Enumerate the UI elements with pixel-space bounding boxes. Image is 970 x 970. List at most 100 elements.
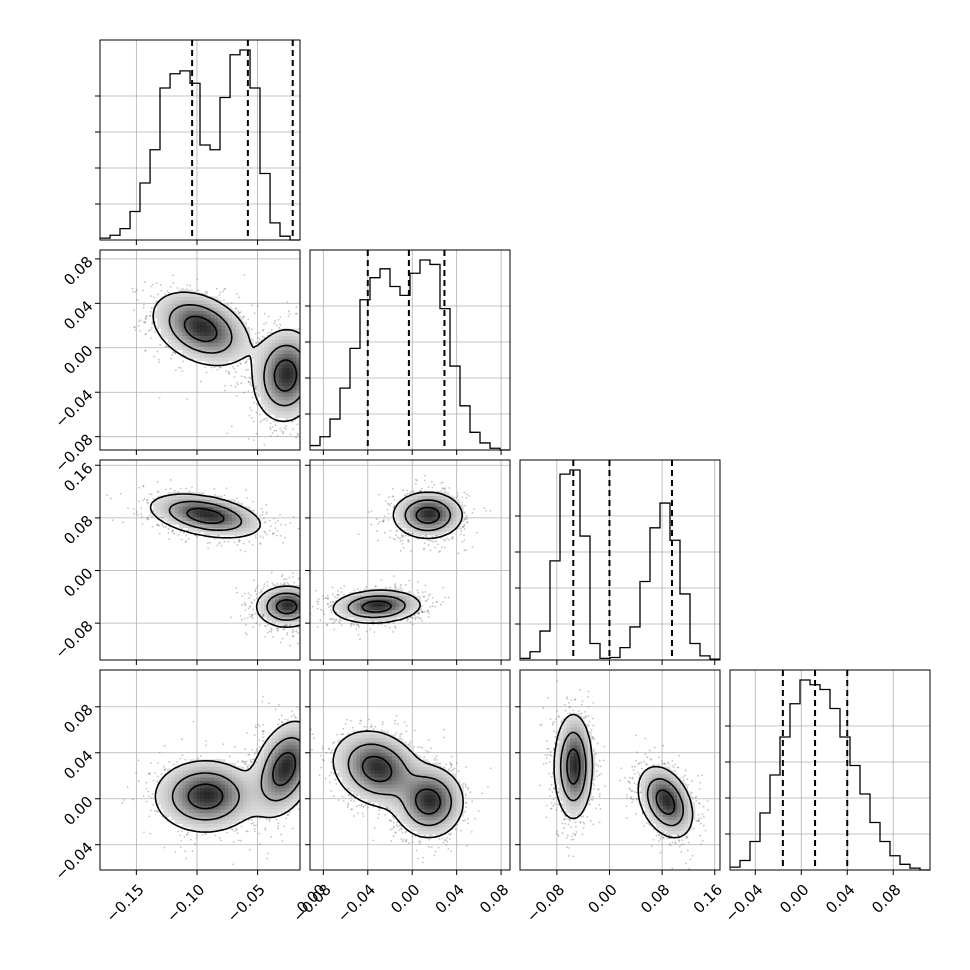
sample-point (223, 389, 226, 392)
sample-point (244, 550, 247, 553)
density-cell (271, 392, 276, 397)
density-cell (242, 328, 247, 333)
sample-point (181, 370, 184, 373)
sample-point (145, 517, 148, 520)
sample-point (272, 584, 275, 586)
density-cell (267, 613, 272, 618)
sample-point (156, 480, 159, 483)
density-cell (260, 396, 265, 401)
sample-point (270, 627, 273, 630)
density-cell (200, 332, 204, 337)
density-cell (271, 346, 276, 351)
sample-point (153, 331, 156, 333)
density-cell (210, 360, 215, 365)
sample-point (306, 600, 308, 602)
density-cell (185, 506, 190, 511)
density-cell (192, 346, 197, 351)
density-cell (189, 527, 194, 532)
density-cell (275, 392, 279, 397)
sample-point (138, 500, 140, 503)
density-cell (225, 342, 229, 347)
sample-point (423, 548, 425, 551)
density-cell (285, 360, 290, 365)
sample-point (461, 496, 464, 499)
density-cell (200, 328, 204, 333)
density-cell (228, 314, 233, 319)
density-cell (260, 346, 265, 351)
density-cell (296, 378, 300, 383)
sample-point (288, 576, 291, 579)
density-cell (217, 513, 222, 518)
density-cell (225, 517, 229, 522)
density-cell (275, 610, 279, 614)
sample-point (134, 290, 137, 293)
density-cell (225, 314, 229, 319)
density-cell (285, 610, 290, 614)
sample-point (142, 303, 145, 306)
sample-point (157, 490, 160, 493)
density-shading (153, 289, 300, 419)
sample-point (452, 536, 454, 538)
density-cell (217, 310, 222, 315)
density-cell (257, 367, 262, 372)
density-cell (235, 314, 240, 319)
density-cell (164, 510, 169, 514)
density-cell (271, 602, 276, 607)
density-cell (267, 360, 272, 365)
sample-point (152, 509, 154, 512)
sample-point (138, 486, 140, 489)
density-cell (267, 339, 272, 344)
sample-point (156, 523, 159, 526)
joint-panel-p1-p2 (310, 474, 492, 641)
density-cell (250, 524, 254, 529)
sample-point (228, 372, 231, 375)
density-cell (232, 350, 237, 354)
sample-point (308, 352, 310, 354)
sample-point (152, 497, 155, 500)
density-cell (167, 307, 172, 312)
panel-grid (95, 460, 300, 665)
density-cell (228, 353, 233, 358)
density-cell (217, 346, 222, 351)
density-cell (160, 300, 165, 304)
density-cell (171, 314, 176, 319)
sample-point (303, 611, 305, 613)
density-cell (153, 502, 158, 507)
sample-point (157, 524, 159, 527)
sample-point (461, 525, 464, 528)
sample-point (302, 365, 304, 367)
density-cell (196, 296, 201, 301)
sample-point (248, 376, 251, 379)
density-cell (221, 307, 226, 312)
density-cell (160, 510, 165, 514)
sample-point (421, 487, 423, 490)
sample-point (317, 355, 319, 357)
density-cell (196, 350, 201, 354)
sample-point (261, 511, 264, 514)
density-cell (257, 382, 262, 387)
density-cell (235, 527, 240, 532)
density-cell (246, 346, 251, 351)
sample-point (259, 413, 261, 416)
density-cell (178, 513, 183, 518)
density-cell (160, 502, 165, 507)
sample-point (205, 371, 208, 374)
histogram-p2 (520, 469, 720, 660)
sample-point (275, 324, 278, 327)
sample-point (308, 330, 310, 332)
density-cell (267, 392, 272, 397)
density-cell (296, 620, 300, 625)
sample-point (302, 356, 304, 358)
sample-point (314, 362, 316, 364)
density-cell (217, 499, 222, 504)
density-cell (282, 339, 287, 344)
sample-point (242, 542, 245, 545)
sample-point (192, 358, 195, 361)
sample-point (301, 589, 303, 591)
sample-point (303, 626, 305, 628)
sample-point (387, 503, 390, 506)
sample-point (254, 534, 257, 536)
density-cell (178, 325, 183, 329)
density-cell (275, 385, 279, 390)
sample-point (179, 530, 182, 533)
